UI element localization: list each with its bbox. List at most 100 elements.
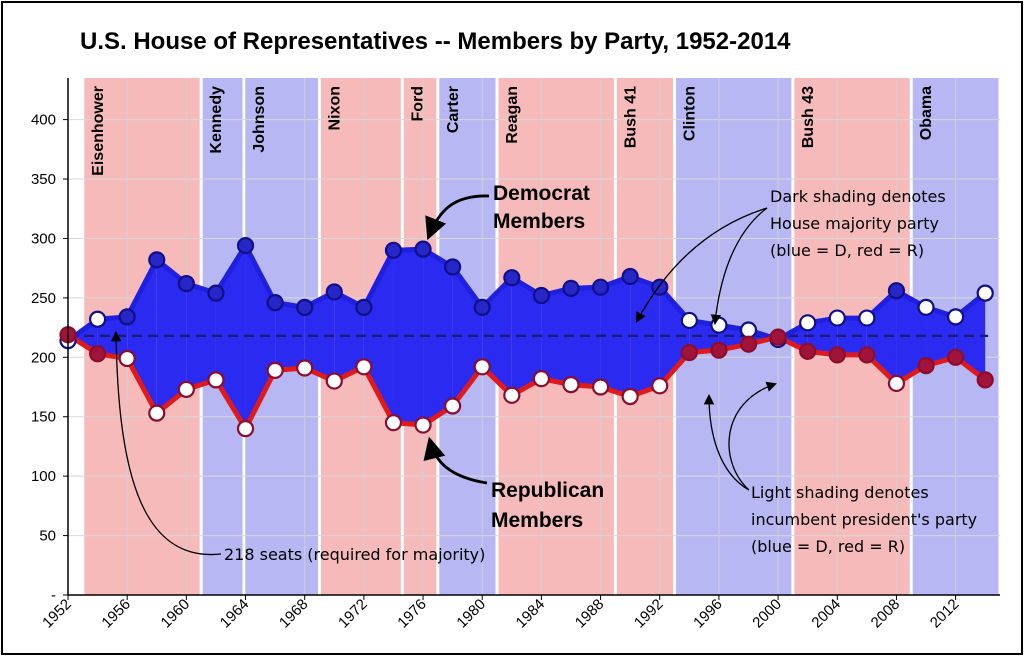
democrat-point-1994: [680, 311, 698, 330]
republican-point-2010: [917, 357, 935, 375]
republican-point-1970: [325, 372, 343, 390]
republican-point-2006: [858, 346, 876, 364]
house-party-chart: Eisenhower Kennedy Johnson Nixon Ford Carter R…: [31, 28, 1000, 632]
democrat-point-1980: [473, 298, 491, 316]
democrat-point-2006: [858, 309, 876, 327]
dark-shading-arrow-1: [636, 207, 768, 323]
x-tick-label: 2000: [749, 596, 785, 632]
light-shading-note: incumbent president's party: [751, 510, 977, 529]
republican-annotation: Members: [491, 509, 583, 532]
republican-point-1954: [88, 345, 107, 363]
republican-arrow: [423, 436, 488, 485]
republican-point-1998: [739, 335, 758, 353]
president-label: Carter: [445, 86, 462, 133]
president-label: Bush 41: [622, 86, 639, 148]
democrat-point-1972: [355, 298, 373, 316]
republican-point-1982: [503, 386, 521, 404]
annotations: Democrat Members Republican Members Dark sha…: [110, 182, 977, 564]
democrat-point-1968: [296, 298, 314, 316]
democrat-arrow: [425, 194, 490, 241]
x-tick-label: 1976: [394, 596, 430, 632]
democrat-point-2012: [947, 308, 965, 326]
majority-fill-segment: [423, 249, 453, 426]
y-tick-label: -: [51, 587, 56, 604]
y-tick-label: 100: [31, 468, 56, 485]
democrat-point-2004: [828, 309, 846, 327]
x-tick-label: 1972: [335, 596, 371, 632]
x-tick-label: 1956: [98, 596, 134, 632]
majority-arrow: [110, 330, 222, 556]
president-label: Eisenhower: [90, 86, 107, 176]
president-label: Obama: [918, 86, 935, 140]
x-tick-label: 1996: [690, 596, 726, 632]
y-tick-label: 350: [31, 171, 56, 188]
democrat-point-1982: [503, 269, 521, 287]
democrat-annotation: Members: [493, 210, 585, 233]
light-shading-arrow-1: [703, 393, 750, 491]
democrat-point-2002: [799, 314, 817, 332]
republican-point-1992: [651, 377, 669, 395]
y-tick-label: 150: [31, 409, 56, 426]
dark-shading-note: Dark shading denotes: [770, 187, 946, 206]
republican-point-1980: [473, 358, 491, 376]
republican-point-2004: [828, 346, 846, 364]
x-tick-label: 2008: [868, 596, 904, 632]
republican-point-1964: [236, 420, 255, 438]
x-tick-label: 1988: [572, 596, 608, 632]
democrat-point-2010: [917, 298, 935, 316]
x-tick-label: 1992: [631, 596, 667, 632]
x-tick-label: 2012: [927, 596, 963, 632]
majority-fill-segment: [570, 287, 601, 388]
president-label: Bush 43: [800, 86, 817, 148]
president-label: Nixon: [326, 86, 343, 130]
republican-point-2002: [799, 342, 817, 360]
democrat-point-1964: [236, 236, 255, 255]
democrat-point-1990: [621, 267, 639, 286]
dark-shading-arrow-2: [710, 207, 768, 326]
majority-fill-segment: [393, 249, 424, 426]
republican-point-1968: [296, 359, 314, 377]
x-tick-label: 1980: [453, 596, 489, 632]
y-tick-label: 400: [31, 112, 56, 129]
republican-point-2008: [887, 374, 906, 393]
democrat-point-2008: [887, 282, 906, 300]
x-tick-label: 1952: [39, 596, 75, 632]
y-tick-label: 300: [31, 230, 56, 247]
majority-note: 218 seats (required for majority): [224, 545, 485, 564]
majority-fill-segment: [452, 266, 483, 407]
dark-shading-note: (blue = D, red = R): [770, 241, 924, 260]
democrat-point-1966: [266, 294, 284, 312]
president-label: Ford: [409, 86, 426, 122]
x-tick-label: 1984: [513, 596, 549, 632]
y-tick-label: 250: [31, 290, 56, 307]
republican-point-1986: [562, 376, 580, 394]
president-label: Reagan: [504, 86, 521, 144]
republican-point-1994: [680, 343, 698, 362]
light-shading-note: (blue = D, red = R): [751, 537, 905, 556]
republican-point-2014: [976, 371, 994, 389]
x-tick-label: 2004: [808, 596, 844, 632]
y-tick-label: 200: [31, 349, 56, 366]
democrat-point-1960: [177, 275, 195, 293]
president-label: Johnson: [251, 86, 268, 153]
republican-point-1978: [444, 397, 462, 415]
republican-point-1958: [148, 404, 166, 422]
republican-point-1984: [532, 370, 550, 388]
x-tick-label: 1964: [217, 596, 253, 632]
y-tick-label: 50: [39, 528, 56, 545]
president-label: Clinton: [682, 86, 699, 141]
light-shading-arrow-2: [728, 381, 777, 491]
republican-point-1990: [621, 387, 639, 406]
democrat-point-1996: [710, 316, 728, 334]
republican-point-1974: [384, 414, 403, 432]
democrat-point-1988: [591, 278, 610, 296]
president-label: Kennedy: [208, 86, 225, 154]
majority-fill-segment: [511, 277, 542, 396]
republican-point-1956: [118, 349, 136, 368]
republican-point-1988: [591, 378, 610, 396]
majority-fill-segment: [275, 302, 305, 371]
x-tick-label: 1960: [158, 596, 194, 632]
republican-point-1962: [207, 371, 225, 389]
republican-point-1996: [710, 341, 728, 359]
democrat-point-1978: [444, 258, 462, 276]
